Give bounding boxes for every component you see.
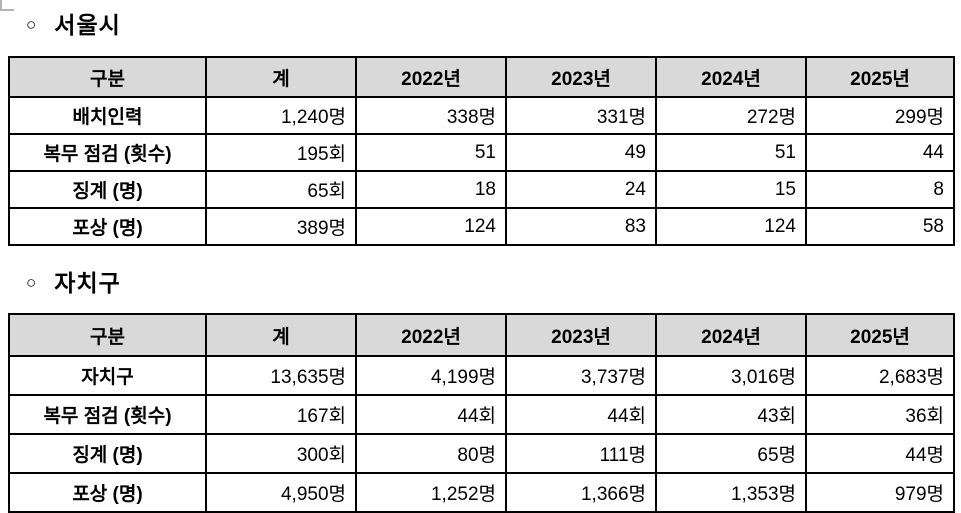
crop-artifact <box>0 0 14 11</box>
table-row: 배치인력 1,240명 338명 331명 272명 299명 <box>8 96 955 135</box>
document-section: ○ 서울시 구분 계 2022년 2023년 2024년 2025년 배치인력 1,240명… <box>8 7 955 246</box>
column-header: 구분 <box>8 313 207 357</box>
row-label: 징계 (명) <box>8 433 207 474</box>
column-header: 2024년 <box>655 56 807 98</box>
column-header: 2022년 <box>355 313 507 357</box>
row-label: 포상 (명) <box>8 472 207 513</box>
column-header: 2023년 <box>505 56 657 98</box>
row-label: 포상 (명) <box>8 207 207 246</box>
row-label: 복무 점검 (횟수) <box>8 394 207 435</box>
section-title: ○ 서울시 <box>8 7 953 39</box>
cell-value: 1,353명 <box>655 472 807 513</box>
circle-bullet-icon: ○ <box>26 14 38 34</box>
cell-value: 49 <box>505 133 657 172</box>
row-label: 배치인력 <box>8 96 207 135</box>
cell-value: 1,252명 <box>355 472 507 513</box>
column-header: 구분 <box>8 56 207 98</box>
cell-value: 299명 <box>805 96 955 135</box>
cell-value: 44회 <box>505 394 657 435</box>
column-header: 계 <box>205 56 357 98</box>
cell-value: 338명 <box>355 96 507 135</box>
table-row: 포상 (명) 4,950명 1,252명 1,366명 1,353명 979명 <box>8 472 955 513</box>
table-header-row: 구분 계 2022년 2023년 2024년 2025년 <box>8 313 955 357</box>
cell-value: 1,240명 <box>205 96 357 135</box>
cell-value: 4,199명 <box>355 355 507 396</box>
cell-value: 18 <box>355 170 507 209</box>
cell-value: 3,737명 <box>505 355 657 396</box>
data-table: 구분 계 2022년 2023년 2024년 2025년 자치구 13,635명 4,199명… <box>8 313 955 513</box>
document-section: ○ 자치구 구분 계 2022년 2023년 2024년 2025년 자치구 13,635명… <box>8 265 955 513</box>
cell-value: 15 <box>655 170 807 209</box>
table-body: 배치인력 1,240명 338명 331명 272명 299명 복무 점검 (횟수) 195회… <box>8 96 955 246</box>
column-header: 2023년 <box>505 313 657 357</box>
cell-value: 43회 <box>655 394 807 435</box>
cell-value: 3,016명 <box>655 355 807 396</box>
row-label: 복무 점검 (횟수) <box>8 133 207 172</box>
cell-value: 51 <box>355 133 507 172</box>
cell-value: 13,635명 <box>205 355 357 396</box>
circle-bullet-icon: ○ <box>26 272 38 292</box>
document-page: ○ 서울시 구분 계 2022년 2023년 2024년 2025년 배치인력 1,240명… <box>8 0 955 513</box>
table-row: 징계 (명) 300회 80명 111명 65명 44명 <box>8 433 955 474</box>
data-table: 구분 계 2022년 2023년 2024년 2025년 배치인력 1,240명 338명 33… <box>8 56 955 246</box>
cell-value: 331명 <box>505 96 657 135</box>
column-header: 계 <box>205 313 357 357</box>
cell-value: 83 <box>505 207 657 246</box>
cell-value: 36회 <box>805 394 955 435</box>
column-header: 2022년 <box>355 56 507 98</box>
column-header: 2025년 <box>805 313 955 357</box>
cell-value: 272명 <box>655 96 807 135</box>
table-row: 복무 점검 (횟수) 167회 44회 44회 43회 36회 <box>8 394 955 435</box>
row-label: 징계 (명) <box>8 170 207 209</box>
cell-value: 124 <box>355 207 507 246</box>
cell-value: 65회 <box>205 170 357 209</box>
section-title-text: 서울시 <box>54 12 121 38</box>
section-title-text: 자치구 <box>54 270 121 296</box>
table-row: 징계 (명) 65회 18 24 15 8 <box>8 170 955 209</box>
cell-value: 167회 <box>205 394 357 435</box>
cell-value: 389명 <box>205 207 357 246</box>
cell-value: 195회 <box>205 133 357 172</box>
column-header: 2024년 <box>655 313 807 357</box>
section-title: ○ 자치구 <box>8 265 953 297</box>
cell-value: 44 <box>805 133 955 172</box>
table-header-row: 구분 계 2022년 2023년 2024년 2025년 <box>8 56 955 98</box>
cell-value: 51 <box>655 133 807 172</box>
table-row: 복무 점검 (횟수) 195회 51 49 51 44 <box>8 133 955 172</box>
cell-value: 111명 <box>505 433 657 474</box>
row-label: 자치구 <box>8 355 207 396</box>
cell-value: 979명 <box>805 472 955 513</box>
cell-value: 65명 <box>655 433 807 474</box>
table-row: 포상 (명) 389명 124 83 124 58 <box>8 207 955 246</box>
cell-value: 1,366명 <box>505 472 657 513</box>
table-body: 자치구 13,635명 4,199명 3,737명 3,016명 2,683명 복무 점검 … <box>8 355 955 513</box>
column-header: 2025년 <box>805 56 955 98</box>
cell-value: 44회 <box>355 394 507 435</box>
cell-value: 300회 <box>205 433 357 474</box>
cell-value: 24 <box>505 170 657 209</box>
cell-value: 124 <box>655 207 807 246</box>
cell-value: 58 <box>805 207 955 246</box>
table-row: 자치구 13,635명 4,199명 3,737명 3,016명 2,683명 <box>8 355 955 396</box>
cell-value: 44명 <box>805 433 955 474</box>
cell-value: 8 <box>805 170 955 209</box>
cell-value: 80명 <box>355 433 507 474</box>
cell-value: 2,683명 <box>805 355 955 396</box>
cell-value: 4,950명 <box>205 472 357 513</box>
